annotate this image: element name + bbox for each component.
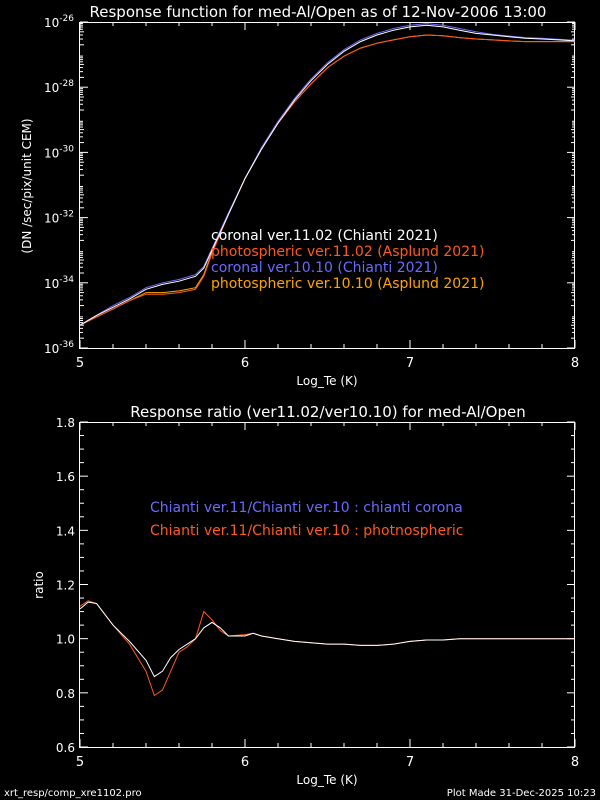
- bottom-x-tick-label: 5: [76, 755, 84, 770]
- bottom-x-axis-label: Log_Te (K): [296, 773, 357, 787]
- bottom-y-tick-label: 0.8: [56, 687, 75, 701]
- bottom-legend-item-2: Chianti ver.11/Chianti ver.10 : photnosp…: [150, 523, 464, 539]
- top-y-tick-label: 10-32: [44, 210, 74, 226]
- bottom-series-lines: [79, 600, 575, 697]
- top-y-tick-label: 10-28: [44, 79, 74, 95]
- top-chart-title: Response function for med-Al/Open as of …: [90, 3, 547, 21]
- bottom-legend-item-1: Chianti ver.11/Chianti ver.10 : chianti …: [150, 500, 463, 516]
- bottom-chart-title: Response ratio (ver11.02/ver10.10) for m…: [130, 403, 526, 421]
- top-x-tick-label: 5: [76, 356, 84, 371]
- bottom-y-tick-label: 0.6: [56, 741, 75, 755]
- bottom-y-tick-label: 1.2: [56, 579, 75, 593]
- response-ratio-chart: Response ratio (ver11.02/ver10.10) for m…: [32, 403, 579, 787]
- bottom-x-tick-label: 8: [571, 755, 579, 770]
- top-x-ticks: 5 6 7 8: [76, 22, 579, 371]
- top-x-tick-label: 7: [406, 356, 414, 371]
- top-legend-item-2: photospheric ver.11.02 (Asplund 2021): [211, 244, 484, 260]
- top-x-axis-label: Log_Te (K): [296, 374, 357, 388]
- top-series-line-3: [79, 23, 576, 326]
- response-function-chart: Response function for med-Al/Open as of …: [20, 3, 579, 388]
- bottom-legend: Chianti ver.11/Chianti ver.10 : chianti …: [150, 500, 464, 539]
- top-series-line-2: [79, 34, 575, 326]
- bottom-plot-frame: [79, 422, 575, 748]
- bottom-x-tick-label: 7: [406, 755, 414, 770]
- top-series-line-1: [79, 24, 576, 326]
- top-legend-item-4: photospheric ver.10.10 (Asplund 2021): [211, 276, 484, 292]
- bottom-y-tick-label: 1.6: [56, 470, 75, 484]
- bottom-x-ticks: 5 6 7 8: [76, 422, 579, 770]
- top-y-axis-label: (DN /sec/pix/unit CEM): [20, 118, 34, 253]
- top-legend-item-3: coronal ver.10.10 (Chianti 2021): [211, 260, 438, 276]
- bottom-x-tick-label: 6: [241, 755, 249, 770]
- bottom-y-tick-label: 1.0: [56, 633, 75, 647]
- top-series-lines: [79, 23, 576, 326]
- top-y-tick-label: 10-36: [44, 340, 74, 356]
- footer-right-text: Plot Made 31-Dec-2025 10:23: [447, 788, 596, 799]
- top-x-tick-label: 6: [241, 356, 249, 371]
- top-plot-frame: [79, 22, 575, 349]
- top-legend-item-1: coronal ver.11.02 (Chianti 2021): [211, 228, 438, 244]
- top-y-tick-label: 10-30: [44, 144, 74, 160]
- bottom-y-tick-label: 1.4: [56, 524, 75, 538]
- bottom-y-ticks: 0.6 0.8 1.0 1.2 1.4 1.6 1.8: [56, 416, 575, 755]
- top-y-ticks: 10-26 10-28 10-30 10-32 10-34 10-36: [44, 14, 575, 356]
- bottom-series-line-1: [79, 601, 575, 678]
- top-legend: coronal ver.11.02 (Chianti 2021) photosp…: [211, 228, 484, 292]
- bottom-y-tick-label: 1.8: [56, 416, 75, 430]
- top-y-tick-label: 10-34: [44, 275, 74, 291]
- bottom-series-line-2: [79, 600, 575, 697]
- top-y-tick-label: 10-26: [44, 14, 74, 30]
- bottom-y-axis-label: ratio: [32, 571, 46, 599]
- top-x-tick-label: 8: [571, 356, 579, 371]
- footer-left-text: xrt_resp/comp_xre1102.pro: [4, 788, 142, 799]
